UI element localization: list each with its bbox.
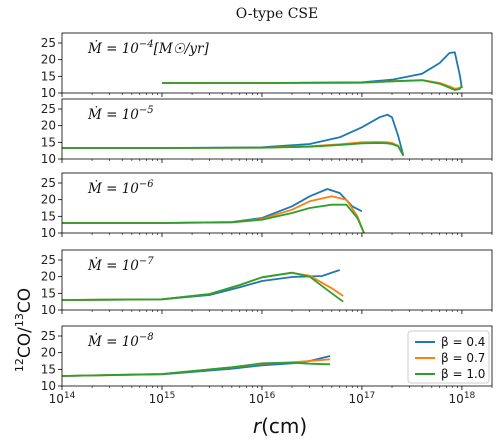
panel-label-exp: −4 (139, 39, 154, 50)
x-label-unit: (cm) (261, 414, 307, 438)
panel-frame (61, 325, 493, 387)
series-line-3 (62, 361, 331, 377)
y-tick-label: 15 (41, 286, 56, 300)
panel-label: Ṁ = 10−6 (87, 179, 154, 197)
x-tick-label: 1014 (49, 391, 76, 406)
x-tick-label-base: 10 (449, 392, 464, 406)
y-tick-label: 25 (41, 329, 56, 343)
series-line-3 (162, 79, 463, 91)
panel-label-exp: −5 (139, 105, 154, 116)
panel-frame (61, 32, 493, 94)
y-tick-label: 25 (41, 176, 56, 190)
panel-label-main: Ṁ = 10 (87, 257, 139, 274)
series-line-1 (62, 355, 331, 377)
panel-label-main: Ṁ = 10 (87, 106, 139, 123)
y-label-sup-2: 13 (13, 313, 26, 327)
x-tick-label-base: 10 (49, 392, 64, 406)
y-tick-label: 20 (41, 193, 56, 207)
y-tick-label: 10 (41, 226, 56, 240)
y-tick-label: 20 (41, 53, 56, 67)
x-tick-label: 1016 (249, 391, 276, 406)
x-tick-label-exp: 18 (464, 391, 476, 401)
x-tick-label: 1017 (349, 391, 376, 406)
legend-label-1: β = 0.4 (441, 335, 485, 349)
panel-label: Ṁ = 10−4[M☉/yr] (87, 39, 209, 57)
x-tick-label-base: 10 (149, 392, 164, 406)
panel-label: Ṁ = 10−8 (87, 332, 154, 350)
panel-frame (61, 249, 493, 311)
series-line-2 (62, 195, 365, 233)
series-line-3 (62, 271, 344, 303)
panel-label-main: Ṁ = 10 (87, 180, 139, 197)
y-label-end: CO (15, 288, 35, 313)
panel-label-unit: [M☉/yr] (154, 41, 210, 57)
chart-title: O-type CSE (236, 6, 318, 22)
series-line-2 (62, 358, 331, 377)
y-tick-label: 15 (41, 209, 56, 223)
y-tick-label: 15 (41, 69, 56, 83)
x-axis-label: r(cm) (253, 414, 307, 438)
y-tick-label: 15 (41, 135, 56, 149)
y-tick-label: 15 (41, 362, 56, 376)
y-axis-label: 12CO/13CO (13, 288, 35, 372)
panel-label-main: Ṁ = 10 (87, 333, 139, 350)
legend-box (407, 330, 490, 384)
panel-2: 10 15 20 25 Ṁ = 10−5 (41, 98, 493, 166)
legend-label-2: β = 0.7 (441, 351, 485, 365)
legend: β = 0.4 β = 0.7 β = 1.0 (407, 330, 490, 384)
legend-label-3: β = 1.0 (441, 367, 485, 381)
panel-frame (61, 98, 493, 160)
x-tick-label-base: 10 (249, 392, 264, 406)
y-tick-label: 10 (41, 152, 56, 166)
x-tick-label: 1018 (449, 391, 476, 406)
panel-label-exp: −8 (139, 332, 154, 343)
series-line-3 (62, 142, 405, 157)
panel-3: 10 15 20 25 Ṁ = 10−6 (41, 172, 493, 240)
y-label-sup-1: 12 (13, 358, 26, 372)
panel-5: 10 15 20 25 Ṁ = 10−8 (41, 325, 493, 393)
panel-frame (61, 172, 493, 234)
panel-1: 10 15 20 25 Ṁ = 10−4[M☉/yr] (41, 32, 493, 100)
panel-label: Ṁ = 10−7 (87, 256, 154, 274)
x-tick-label-exp: 14 (64, 391, 76, 401)
y-tick-label: 25 (41, 102, 56, 116)
panel-label-exp: −6 (139, 179, 154, 190)
y-tick-label: 25 (41, 36, 56, 50)
y-label-mid: CO/ (15, 327, 35, 358)
panel-label: Ṁ = 10−5 (87, 105, 154, 123)
y-tick-label: 20 (41, 119, 56, 133)
y-tick-label: 20 (41, 270, 56, 284)
y-tick-label: 20 (41, 346, 56, 360)
panel-label-exp: −7 (139, 256, 154, 267)
y-tick-label: 10 (41, 86, 56, 100)
x-tick-label-base: 10 (349, 392, 364, 406)
y-tick-label: 10 (41, 379, 56, 393)
y-tick-label: 25 (41, 253, 56, 267)
x-tick-label-exp: 15 (164, 391, 175, 401)
x-tick-label-exp: 16 (264, 391, 276, 401)
x-tick-label: 1015 (149, 391, 176, 406)
x-label-var: r (253, 414, 263, 438)
panel-label-main: Ṁ = 10 (87, 40, 139, 57)
series-line-3 (62, 203, 365, 233)
x-tick-label-exp: 17 (364, 391, 375, 401)
panel-4: 10 15 20 25 Ṁ = 10−7 (41, 249, 493, 317)
y-tick-label: 10 (41, 303, 56, 317)
